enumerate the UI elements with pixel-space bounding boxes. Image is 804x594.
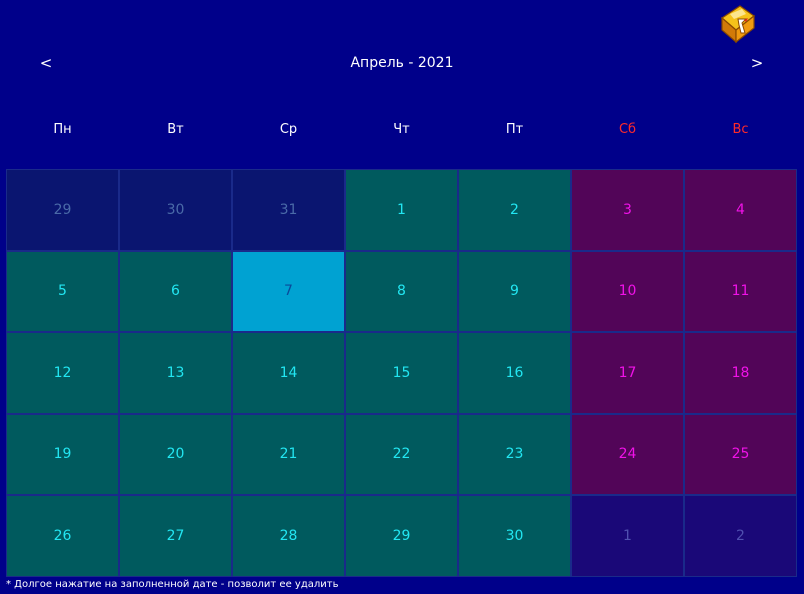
day-cell[interactable]: 5 (6, 250, 119, 332)
weekday-label: Чт (393, 122, 410, 137)
day-cell[interactable]: 25 (684, 413, 797, 495)
day-cell[interactable]: 1 (571, 495, 684, 577)
day-cell[interactable]: 9 (458, 250, 571, 332)
day-cell[interactable]: 20 (119, 413, 232, 495)
day-cell[interactable]: 27 (119, 495, 232, 577)
next-month-button[interactable]: > (750, 54, 764, 72)
day-cell[interactable]: 1 (345, 169, 458, 251)
day-cell[interactable]: 26 (6, 495, 119, 577)
weekday-label: Вт (167, 122, 184, 137)
day-cell[interactable]: 8 (345, 250, 458, 332)
day-cell[interactable]: 29 (345, 495, 458, 577)
prev-month-button[interactable]: < (39, 54, 53, 72)
day-cell[interactable]: 30 (458, 495, 571, 577)
footer-hint: * Долгое нажатие на заполненной дате - п… (6, 579, 339, 590)
weekday-label-weekend: Вс (732, 122, 749, 137)
weekday-label: Пн (53, 122, 72, 137)
day-cell[interactable]: 14 (232, 332, 345, 414)
day-cell[interactable]: 24 (571, 413, 684, 495)
day-cell[interactable]: 29 (6, 169, 119, 251)
day-cell[interactable]: 11 (684, 250, 797, 332)
day-cell[interactable]: 15 (345, 332, 458, 414)
calendar-grid: 29 30 31 1 2 3 4 5 6 7 8 9 10 11 12 13 14 15 16 17 18 19 20 21 2… (6, 169, 798, 577)
day-cell[interactable]: 28 (232, 495, 345, 577)
day-cell[interactable]: 2 (684, 495, 797, 577)
day-cell[interactable]: 17 (571, 332, 684, 414)
weekday-label: Ср (279, 122, 298, 137)
day-cell[interactable]: 13 (119, 332, 232, 414)
day-cell[interactable]: 19 (6, 413, 119, 495)
weekday-label: Пт (505, 122, 524, 137)
day-cell[interactable]: 22 (345, 413, 458, 495)
weekday-label-weekend: Сб (618, 122, 637, 137)
day-cell[interactable]: 3 (571, 169, 684, 251)
day-cell[interactable]: 6 (119, 250, 232, 332)
day-cell[interactable]: 7 (232, 250, 345, 332)
day-cell[interactable]: 31 (232, 169, 345, 251)
day-cell[interactable]: 21 (232, 413, 345, 495)
month-title: Апрель - 2021 (350, 55, 454, 71)
day-cell[interactable]: 23 (458, 413, 571, 495)
day-cell[interactable]: 2 (458, 169, 571, 251)
day-cell[interactable]: 10 (571, 250, 684, 332)
day-cell[interactable]: 30 (119, 169, 232, 251)
day-cell[interactable]: 4 (684, 169, 797, 251)
day-cell[interactable]: 16 (458, 332, 571, 414)
day-cell[interactable]: 18 (684, 332, 797, 414)
day-cell[interactable]: 12 (6, 332, 119, 414)
app-logo-icon[interactable] (716, 2, 760, 46)
weekday-header-row: Пн Вт Ср Чт Пт Сб Вс (6, 116, 798, 144)
